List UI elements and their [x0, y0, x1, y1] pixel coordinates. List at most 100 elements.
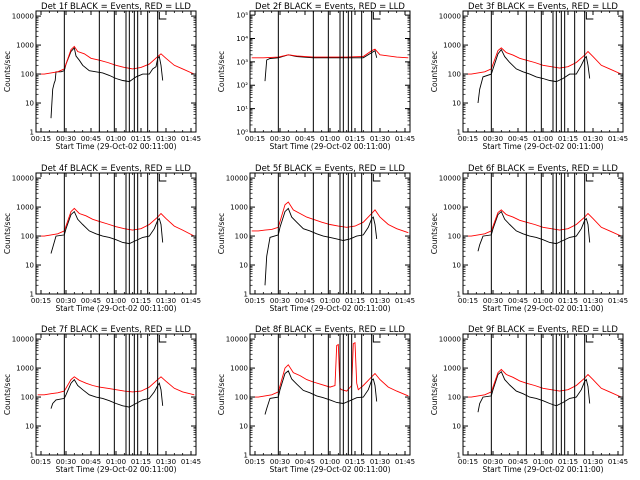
x-tick-label: 01:45 — [608, 458, 628, 466]
x-tick-label: 00:45 — [81, 297, 101, 305]
x-tick-label: 01:45 — [181, 458, 201, 466]
chart-title: Det 6f BLACK = Events, RED = LLD — [468, 164, 618, 174]
events-series-line — [264, 50, 378, 82]
y-tick-label: 10⁴ — [236, 35, 248, 43]
x-tick-label: 01:15 — [558, 458, 578, 466]
y-tick-label: 1 — [30, 452, 34, 460]
y-tick-label: 1000 — [16, 42, 34, 50]
x-axis-label: Start Time (29-Oct-02 00:11:00) — [55, 465, 176, 474]
x-axis-label: Start Time (29-Oct-02 00:11:00) — [269, 142, 390, 151]
lld-series-line — [37, 207, 195, 237]
y-tick-label: 1000 — [230, 365, 248, 373]
lld-series-line — [37, 376, 195, 396]
x-tick-label: 01:00 — [106, 297, 126, 305]
x-tick-label: 00:45 — [81, 458, 101, 466]
chart-title: Det 5f BLACK = Events, RED = LLD — [255, 164, 405, 174]
y-axis-label: Counts/sec — [430, 213, 439, 254]
x-tick-label: 00:15 — [31, 297, 51, 305]
y-tick-label: 10 — [25, 423, 34, 431]
y-axis-label: Counts/sec — [430, 51, 439, 92]
plot-frame — [249, 333, 411, 456]
y-tick-label: 10⁰ — [236, 129, 248, 137]
x-tick-label: 01:45 — [181, 135, 201, 143]
chart-title: Det 9f BLACK = Events, RED = LLD — [468, 325, 618, 335]
x-tick-label: 00:45 — [508, 297, 528, 305]
y-tick-label: 10000 — [439, 13, 461, 21]
events-series-line — [264, 207, 378, 286]
x-tick-label: 01:45 — [608, 297, 628, 305]
x-tick-label: 00:30 — [483, 135, 503, 143]
y-axis-label: Counts/sec — [217, 374, 226, 415]
x-tick-label: 01:45 — [395, 458, 415, 466]
x-tick-label: 00:45 — [81, 135, 101, 143]
y-tick-label: 1 — [244, 452, 248, 460]
plot-frame — [35, 333, 197, 456]
x-tick-label: 00:30 — [56, 458, 76, 466]
chart-panel-4: Det 4f BLACK = Events, RED = LLD 00:15 00:… — [3, 164, 201, 313]
x-tick-label: 00:45 — [508, 458, 528, 466]
x-tick-label: 00:15 — [31, 458, 51, 466]
chart-title: Det 8f BLACK = Events, RED = LLD — [255, 325, 405, 335]
chart-panel-9: Det 9f BLACK = Events, RED = LLD 00:15 00:… — [430, 325, 628, 474]
series-group — [251, 48, 409, 82]
chart-panel-6: Det 6f BLACK = Events, RED = LLD 00:15 00:… — [430, 164, 628, 313]
y-tick-label: 10000 — [12, 13, 34, 21]
events-series-line — [50, 46, 164, 119]
y-tick-label: 1 — [244, 291, 248, 299]
x-axis-label: Start Time (29-Oct-02 00:11:00) — [55, 142, 176, 151]
x-tick-label: 00:45 — [295, 135, 315, 143]
y-axis-label: Counts/sec — [217, 51, 226, 92]
series-group — [464, 209, 622, 252]
plot-frame — [462, 333, 624, 456]
bracket-mark — [158, 12, 167, 20]
y-tick-label: 100 — [21, 71, 34, 79]
y-tick-label: 10 — [239, 423, 248, 431]
events-series-line — [50, 378, 164, 409]
plot-frame — [35, 172, 197, 295]
x-axis-label: Start Time (29-Oct-02 00:11:00) — [55, 304, 176, 313]
x-tick-label: 01:30 — [370, 135, 390, 143]
x-axis-label: Start Time (29-Oct-02 00:11:00) — [482, 465, 603, 474]
y-tick-label: 10 — [452, 423, 461, 431]
x-tick-label: 01:15 — [131, 458, 151, 466]
x-tick-label: 01:15 — [345, 458, 365, 466]
x-tick-label: 01:15 — [345, 297, 365, 305]
y-tick-label: 10⁵ — [236, 12, 248, 20]
x-tick-label: 01:00 — [320, 458, 340, 466]
events-series-line — [477, 210, 591, 252]
y-tick-label: 1 — [30, 129, 34, 137]
x-tick-label: 01:00 — [533, 297, 553, 305]
x-tick-label: 01:15 — [131, 135, 151, 143]
plot-frame — [249, 172, 411, 295]
x-tick-label: 01:00 — [533, 458, 553, 466]
y-tick-label: 10³ — [236, 58, 248, 66]
x-tick-label: 00:15 — [31, 135, 51, 143]
x-tick-label: 01:15 — [558, 297, 578, 305]
x-tick-label: 00:15 — [245, 458, 265, 466]
x-tick-label: 01:45 — [181, 297, 201, 305]
x-tick-label: 01:15 — [345, 135, 365, 143]
series-group — [464, 368, 622, 413]
y-tick-label: 100 — [448, 394, 461, 402]
y-axis-label: Counts/sec — [217, 213, 226, 254]
y-tick-label: 10000 — [226, 336, 248, 344]
y-tick-label: 10 — [25, 262, 34, 270]
x-tick-label: 01:00 — [320, 135, 340, 143]
bracket-mark — [372, 335, 381, 343]
x-tick-label: 01:15 — [558, 135, 578, 143]
x-tick-label: 01:00 — [320, 297, 340, 305]
x-tick-label: 00:45 — [508, 135, 528, 143]
x-tick-label: 00:30 — [483, 458, 503, 466]
x-tick-label: 01:30 — [583, 458, 603, 466]
y-tick-label: 10000 — [12, 336, 34, 344]
series-group — [251, 341, 409, 415]
x-tick-label: 00:30 — [56, 297, 76, 305]
x-tick-label: 01:30 — [156, 135, 176, 143]
bracket-mark — [585, 174, 594, 182]
bracket-mark — [158, 335, 167, 343]
events-series-line — [264, 370, 378, 415]
y-tick-label: 10 — [452, 100, 461, 108]
plot-frame — [249, 10, 411, 133]
